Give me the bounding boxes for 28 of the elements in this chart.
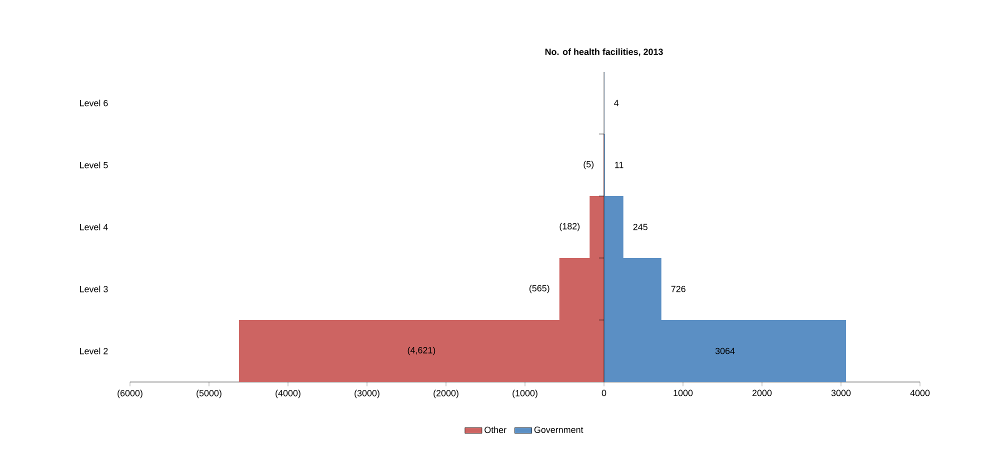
data-label: 726 — [671, 286, 686, 292]
x-tick-label: (3000) — [354, 390, 380, 398]
data-label: 11 — [615, 162, 624, 168]
y-tick-label: Level 6 — [80, 100, 108, 106]
x-tick-label: (6000) — [118, 390, 142, 398]
data-label: 245 — [633, 224, 648, 230]
data-label: (182) — [560, 222, 580, 232]
x-tick-label: 2000 — [752, 390, 772, 396]
x-tick-label: (1000) — [512, 390, 538, 398]
x-tick-label: 4000 — [910, 390, 930, 396]
data-label: (4,621) — [408, 346, 436, 356]
data-label: 4 — [614, 100, 619, 106]
x-tick-label: 3000 — [831, 390, 851, 396]
data-label: 3064 — [715, 348, 735, 354]
data-label: (5) — [584, 160, 594, 170]
x-tick-label: 0 — [602, 390, 606, 396]
chart-title: No. of health facilities, 2013 — [545, 48, 663, 56]
legend-label: Other — [484, 426, 506, 434]
x-tick-label: 1000 — [674, 390, 693, 396]
legend-label: Government — [534, 426, 584, 433]
x-tick-label: (4000) — [276, 390, 300, 398]
x-tick-label: (5000) — [196, 390, 222, 398]
y-tick-label: Level 4 — [80, 224, 108, 230]
y-tick-label: Level 3 — [80, 286, 108, 292]
x-tick-label: (2000) — [434, 390, 458, 398]
data-label: (565) — [529, 284, 550, 294]
y-tick-label: Level 2 — [80, 348, 108, 354]
y-tick-label: Level 5 — [80, 162, 108, 168]
